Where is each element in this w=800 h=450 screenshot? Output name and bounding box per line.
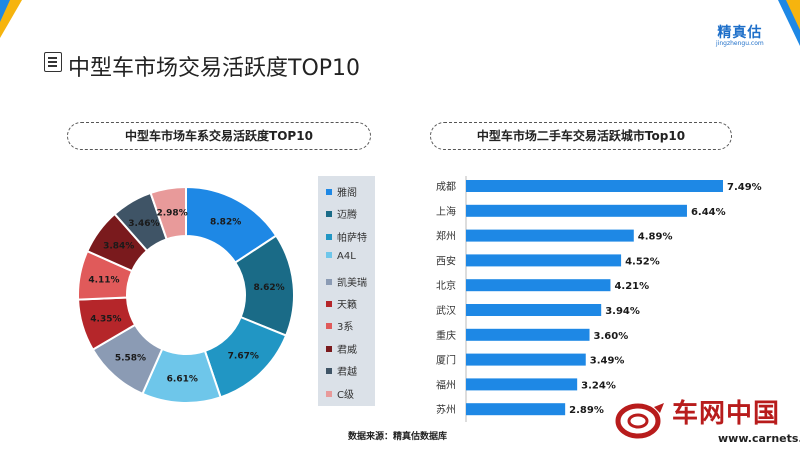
bar (466, 254, 622, 267)
donut-slice-label: 3.46% (128, 219, 159, 229)
donut-slice-label: 4.35% (90, 315, 121, 325)
legend-swatch (326, 323, 332, 330)
page-title: 中型车市场交易活跃度TOP10 (68, 56, 361, 81)
donut-slice-label: 6.61% (167, 374, 198, 384)
bar (466, 378, 578, 391)
watermark-logo-icon (615, 403, 664, 439)
bar-category-label: 上海 (436, 205, 456, 218)
legend-item: 君越 (326, 363, 357, 379)
legend-swatch (326, 233, 332, 240)
legend-item: 迈腾 (326, 206, 357, 222)
bar-category-label: 成都 (436, 181, 456, 193)
bar (466, 204, 687, 217)
donut-chart-title: 中型车市场车系交易活跃度TOP10 (67, 122, 371, 150)
legend-item: 君威 (326, 341, 357, 357)
donut-slice-label: 8.62% (253, 283, 284, 293)
bar-category-label: 苏州 (436, 403, 456, 416)
bar (466, 328, 590, 341)
legend-item: A4L (326, 251, 356, 267)
data-source: 数据来源：精真估数据库 (348, 432, 448, 442)
bar-value-label: 4.21% (614, 281, 649, 292)
bar (466, 353, 586, 366)
donut-slice-label: 4.11% (88, 275, 119, 285)
bar-category-label: 北京 (436, 279, 456, 292)
legend-item: 3系 (326, 318, 353, 334)
donut-legend: 雅阁迈腾帕萨特 A4L 凯美瑞天籁 3系君威君越 C级 (318, 176, 375, 406)
watermark-url: www.carnets.cn (718, 432, 800, 445)
legend-item: 凯美瑞 (326, 274, 367, 290)
bar-value-label: 3.49% (590, 356, 625, 367)
legend-swatch (326, 368, 332, 375)
bar-category-label: 西安 (436, 254, 456, 267)
bar-value-label: 3.60% (594, 331, 629, 342)
legend-label: C级 (337, 389, 354, 401)
legend-label: 君越 (337, 367, 357, 379)
list-icon (44, 52, 62, 72)
brand-logo: 精真估 jingzhengu.com (716, 22, 764, 47)
legend-label: 君威 (337, 344, 357, 356)
legend-item: 天籁 (326, 296, 357, 312)
legend-swatch (326, 189, 332, 195)
bar-value-label: 4.89% (638, 232, 673, 243)
bar-category-label: 厦门 (436, 354, 456, 367)
brand-url: jingzhengu.com (716, 40, 764, 47)
brand-name: 精真估 (717, 25, 763, 41)
bar (466, 403, 566, 416)
bar-value-label: 7.49% (727, 182, 762, 193)
bar-value-label: 4.52% (625, 256, 660, 267)
legend-label: 迈腾 (337, 210, 357, 222)
legend-label: A4L (337, 251, 356, 263)
legend-swatch (326, 252, 332, 259)
bar-category-label: 郑州 (436, 230, 456, 243)
bar-chart-title: 中型车市场二手车交易活跃城市Top10 (430, 122, 732, 150)
bar-value-label: 2.89% (569, 405, 604, 416)
bar (466, 229, 634, 242)
donut-slice-label: 7.67% (228, 352, 259, 362)
bar-value-label: 3.24% (581, 380, 616, 391)
bar-category-label: 重庆 (436, 329, 456, 342)
donut-slice (149, 185, 187, 241)
legend-label: 3系 (337, 322, 354, 334)
bar-value-label: 6.44% (691, 207, 726, 218)
bar (466, 279, 611, 292)
legend-item: C级 (326, 386, 354, 402)
legend-swatch (326, 390, 332, 397)
legend-label: 凯美瑞 (337, 277, 367, 289)
watermark-name: 车网中国 (672, 399, 781, 429)
bar-category-label: 福州 (436, 378, 456, 391)
corner-decoration-left-inner (0, 0, 10, 22)
legend-swatch (326, 345, 332, 352)
bar-value-label: 3.94% (605, 306, 640, 317)
legend-swatch (326, 301, 332, 307)
legend-label: 帕萨特 (337, 232, 367, 244)
donut-slice-label: 8.82% (210, 218, 241, 228)
legend-swatch (326, 211, 332, 218)
donut-slice-label: 3.84% (103, 242, 134, 252)
legend-item: 雅阁 (326, 184, 357, 200)
bar-category-label: 武汉 (436, 304, 456, 317)
legend-swatch (326, 278, 332, 285)
legend-label: 天籁 (337, 300, 357, 311)
bar (466, 180, 723, 192)
corner-decoration-right-inner (786, 0, 800, 30)
legend-label: 雅阁 (337, 188, 357, 199)
donut-slice-label: 2.98% (156, 209, 187, 219)
bar (466, 304, 602, 316)
donut-slice-label: 5.58% (115, 353, 146, 363)
watermark: 车网中国 www.carnets.cn (614, 393, 800, 450)
legend-item: 帕萨特 (326, 229, 367, 245)
